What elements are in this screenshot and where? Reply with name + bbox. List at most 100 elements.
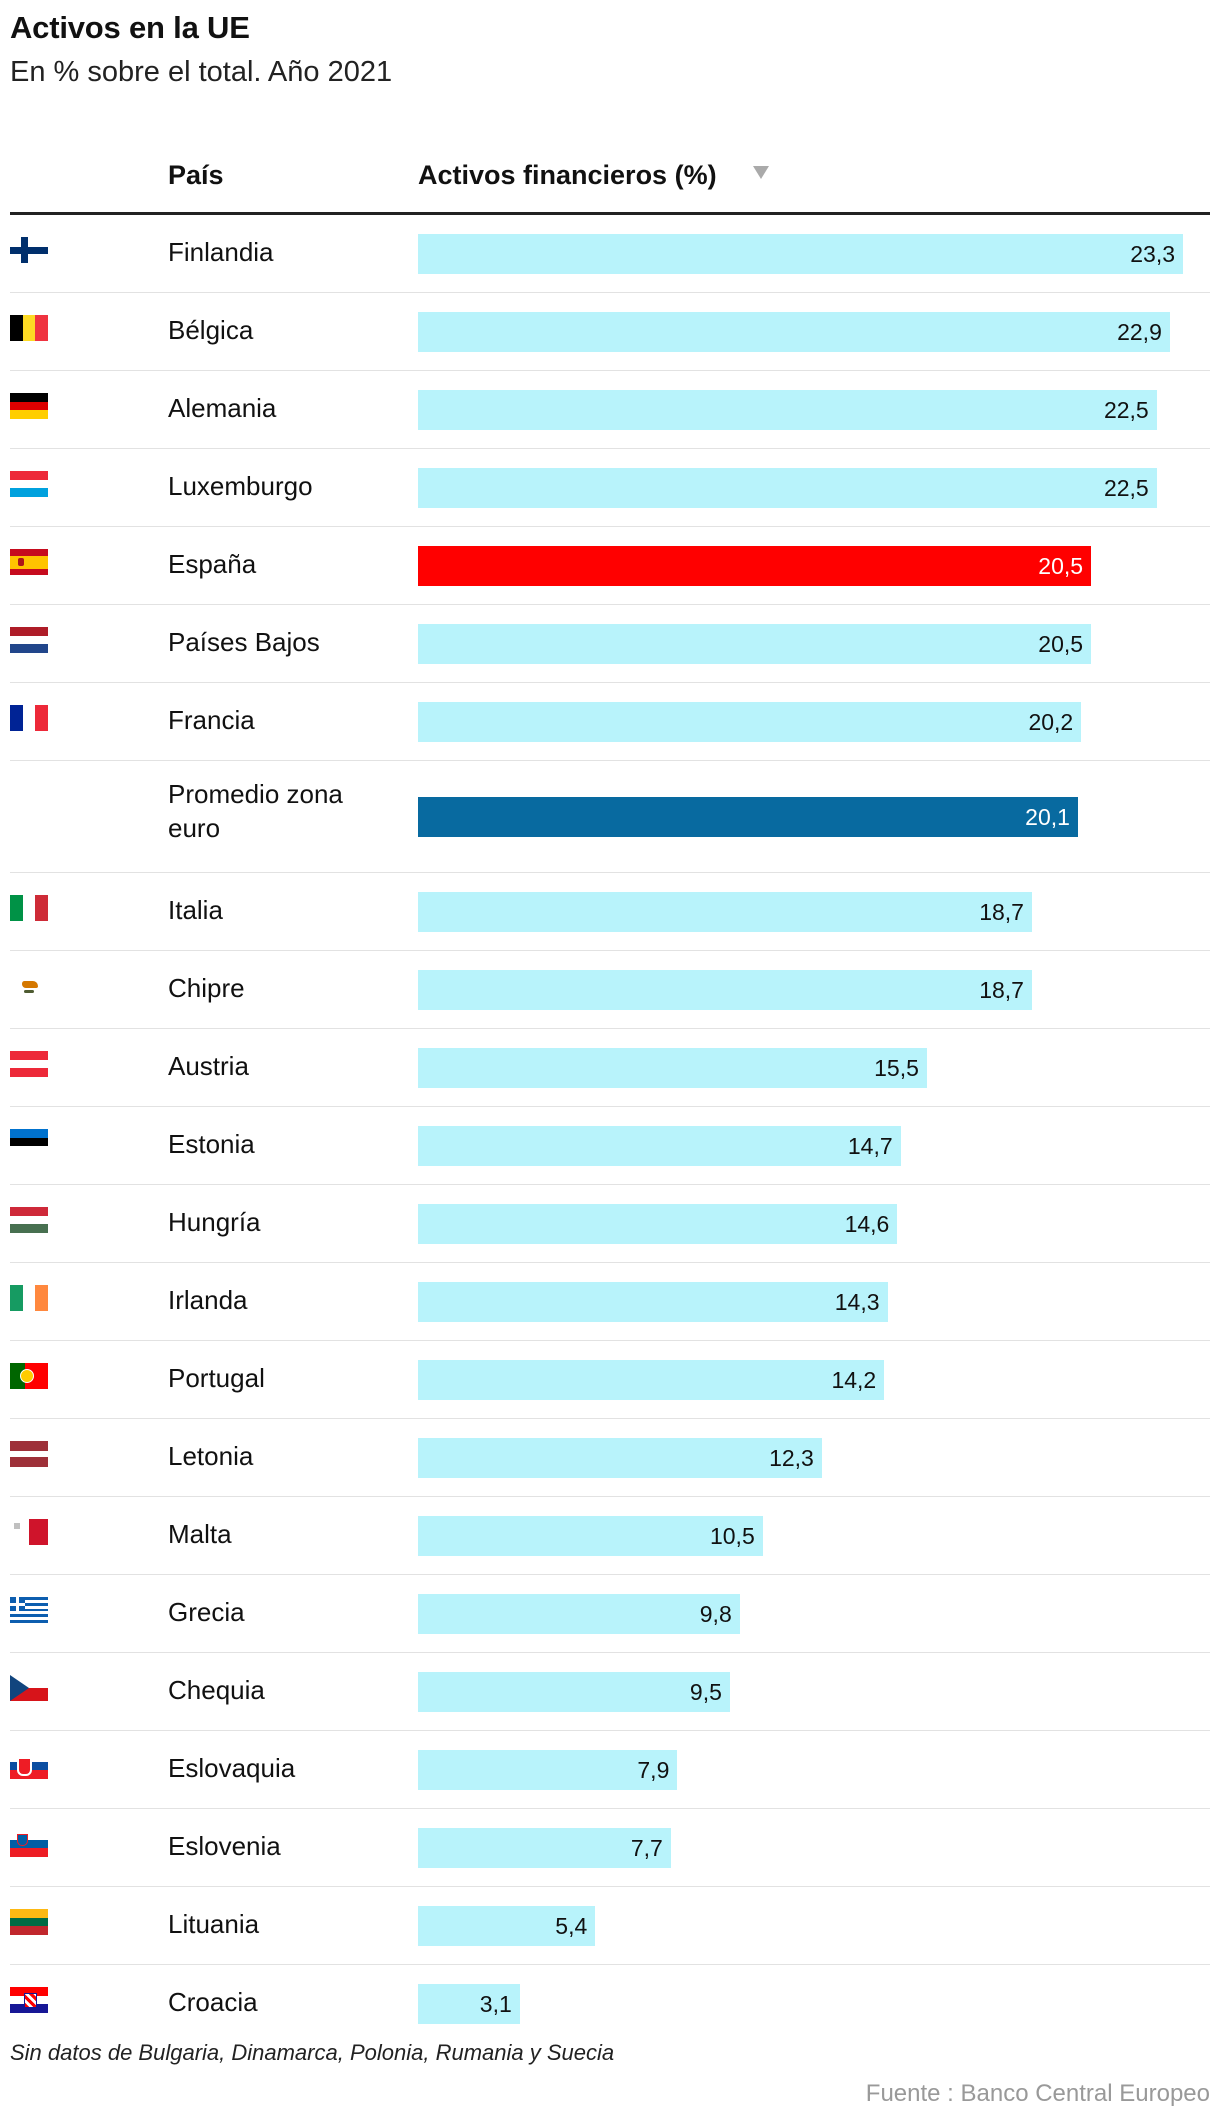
bar[interactable] [418,624,1092,664]
bar[interactable] [418,390,1157,430]
bar-value-label: 14,2 [831,1367,877,1393]
bar-value-label: 20,1 [1025,804,1070,830]
row-divider [10,1496,1210,1497]
latvia-flag-icon [10,1441,48,1467]
table-row: Croacia 3,1 [0,1965,1220,2043]
bar[interactable] [418,1828,671,1868]
bar[interactable] [418,1594,740,1634]
slovenia-flag-icon [10,1831,48,1857]
bar[interactable] [418,546,1092,586]
table-row: Irlanda 14,3 [0,1263,1220,1341]
source-credit: Fuente : Banco Central Europeo [865,2080,1210,2107]
table-row: Eslovenia 7,7 [0,1809,1220,1887]
table-row: Letonia 12,3 [0,1419,1220,1497]
country-label: Grecia [168,1597,245,1627]
finland-flag-icon [10,237,48,263]
chart-subtitle: En % sobre el total. Año 2021 [10,56,393,88]
table-row: Hungría 14,6 [0,1185,1220,1263]
row-divider [10,1808,1210,1809]
row-divider [10,760,1210,761]
bar-value-label: 14,7 [847,1133,893,1159]
bar-value-label: 20,5 [1038,553,1084,579]
bar-value-label: 23,3 [1130,241,1175,267]
lithuania-flag-icon [10,1909,48,1935]
bar[interactable] [418,1906,596,1946]
italy-flag-icon [10,895,48,921]
country-label: Bélgica [168,315,254,345]
bar[interactable] [418,1126,901,1166]
bar[interactable] [418,1672,730,1712]
table-row: España 20,5 [0,527,1220,605]
row-divider [10,526,1210,527]
country-label: Lituania [168,1909,260,1939]
table-row: Grecia 9,8 [0,1575,1220,1653]
bar[interactable] [418,234,1183,274]
greece-flag-icon [10,1597,48,1623]
country-label: Estonia [168,1129,255,1159]
bar-value-label: 14,3 [834,1289,880,1315]
row-divider [10,1886,1210,1887]
bar[interactable] [418,312,1170,352]
table-row: Portugal 14,2 [0,1341,1220,1419]
croatia-flag-icon [10,1987,48,2013]
bar[interactable] [418,1516,763,1556]
bar[interactable] [418,702,1082,742]
bar-value-label: 22,5 [1103,475,1149,501]
table-row: Malta 10,5 [0,1497,1220,1575]
country-label: Eslovaquia [168,1753,296,1783]
belgium-flag-icon [10,315,48,341]
bar[interactable] [418,1282,888,1322]
bar-value-label: 22,5 [1103,397,1149,423]
row-divider [10,370,1210,371]
germany-flag-icon [10,393,48,419]
netherlands-flag-icon [10,627,48,653]
bar[interactable] [418,1750,678,1790]
bar-value-label: 18,7 [979,899,1024,925]
country-column-header[interactable]: País [168,160,224,190]
table-row: Chequia 9,5 [0,1653,1220,1731]
row-divider [10,1184,1210,1185]
portugal-flag-icon [10,1363,48,1389]
bar-value-label: 22,9 [1117,319,1162,345]
country-label: Finlandia [168,237,274,267]
bar-value-label: 5,4 [555,1913,588,1939]
table-row: Promedio zona euro 20,1 [0,761,1220,873]
ireland-flag-icon [10,1285,48,1311]
bar[interactable] [418,1438,822,1478]
row-divider [10,1652,1210,1653]
bar-value-label: 9,5 [689,1679,722,1705]
country-label: Promedio zona euro [168,779,343,843]
bar[interactable] [418,1048,927,1088]
bar-value-label: 7,7 [630,1835,663,1861]
table-row: Bélgica 22,9 [0,293,1220,371]
bar[interactable] [418,797,1078,837]
sort-desc-icon[interactable] [753,166,769,179]
row-divider [10,1418,1210,1419]
bar-value-label: 14,6 [844,1211,890,1237]
row-divider [10,872,1210,873]
table-row: Francia 20,2 [0,683,1220,761]
row-divider [10,950,1210,951]
row-divider [10,1028,1210,1029]
country-label: Italia [168,895,223,925]
france-flag-icon [10,705,48,731]
bar[interactable] [418,1360,885,1400]
country-label: Portugal [168,1363,265,1393]
country-label: Países Bajos [168,627,320,657]
table-row: Lituania 5,4 [0,1887,1220,1965]
hungary-flag-icon [10,1207,48,1233]
cyprus-flag-icon [10,973,48,999]
table-row: Austria 15,5 [0,1029,1220,1107]
country-label: España [168,549,257,579]
bar[interactable] [418,468,1157,508]
row-divider [10,1964,1210,1965]
table-row: Italia 18,7 [0,873,1220,951]
bar[interactable] [418,1204,898,1244]
country-label: Luxemburgo [168,471,313,501]
table-row: Chipre 18,7 [0,951,1220,1029]
bar[interactable] [418,970,1032,1010]
bar[interactable] [418,892,1032,932]
bar[interactable] [418,1984,520,2024]
bar-value-label: 12,3 [769,1445,814,1471]
value-column-header[interactable]: Activos financieros (%) [418,160,717,190]
